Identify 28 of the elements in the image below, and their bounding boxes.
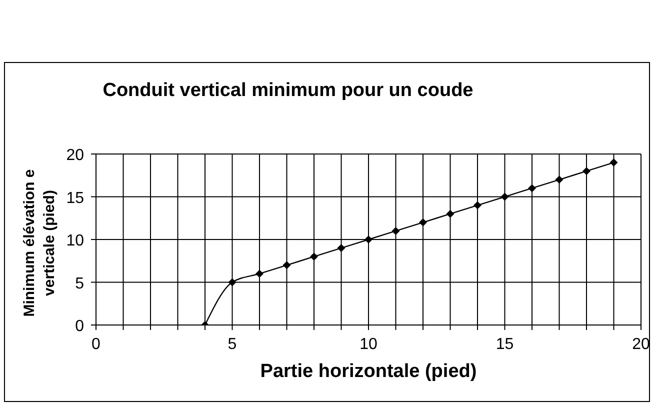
x-tick-label: 20	[632, 336, 650, 353]
point	[446, 210, 454, 218]
y-tick-label: 5	[75, 275, 84, 292]
x-tick-label: 15	[496, 336, 514, 353]
x-axis-title: Partie horizontale (pied)	[260, 361, 477, 382]
chart-title: Conduit vertical minimum pour un coude	[102, 80, 474, 102]
x-tick-label: 5	[228, 336, 237, 353]
y-axis-title: Minimum élévation e verticale (pied)	[21, 169, 58, 317]
point	[474, 201, 482, 210]
point	[228, 278, 236, 286]
x-tick-label: 0	[92, 336, 101, 353]
point	[500, 192, 509, 201]
point	[392, 226, 400, 235]
point	[610, 158, 618, 167]
y-tick-label: 15	[66, 190, 84, 207]
y-tick-label: 20	[66, 147, 84, 164]
point	[310, 252, 318, 261]
point	[528, 184, 536, 192]
point	[282, 261, 291, 270]
y-tick-label: 10	[66, 232, 84, 250]
point	[582, 167, 590, 176]
point	[419, 218, 427, 226]
point	[337, 244, 346, 252]
x-tick-label: 10	[360, 336, 378, 353]
point	[256, 270, 264, 278]
point	[364, 236, 372, 244]
point	[555, 176, 564, 184]
y-tick-label: 0	[75, 318, 84, 335]
